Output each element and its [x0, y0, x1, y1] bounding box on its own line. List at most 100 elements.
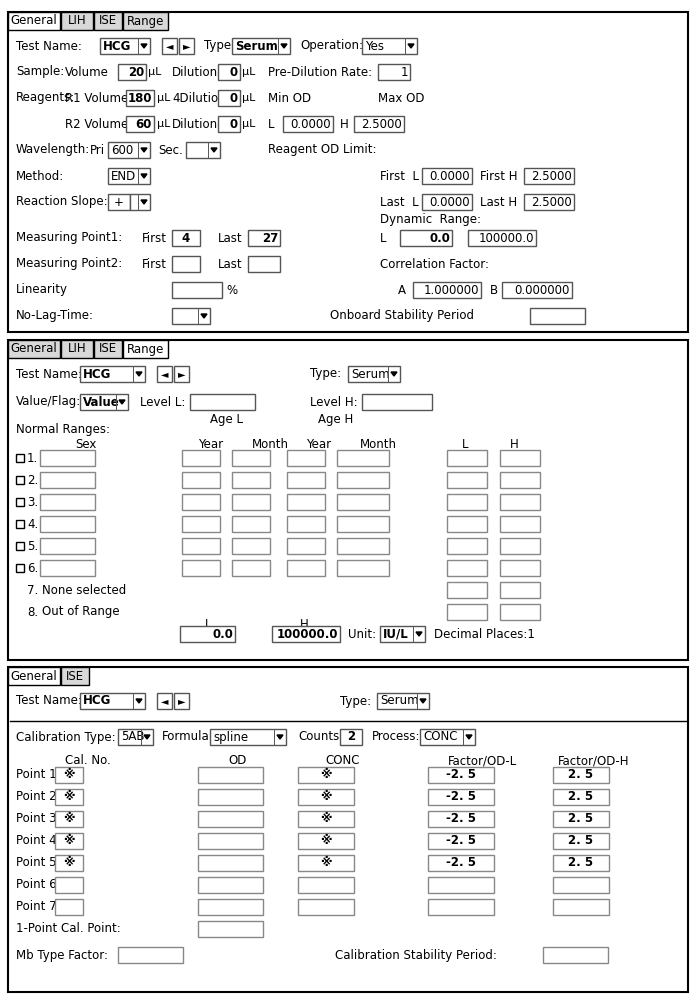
Text: Calibration Type:: Calibration Type:	[16, 730, 116, 744]
Text: Type:: Type:	[310, 367, 341, 380]
Bar	[500, 582, 540, 598]
Text: -2. 5: -2. 5	[446, 812, 476, 826]
Bar	[422, 168, 472, 184]
Bar	[40, 538, 95, 554]
Bar	[55, 899, 83, 915]
Text: 8.: 8.	[27, 605, 38, 618]
Text: Type:: Type:	[340, 694, 371, 708]
Bar	[198, 789, 263, 805]
Text: Counts:: Counts:	[298, 730, 343, 744]
Text: LIH: LIH	[68, 342, 86, 356]
Bar	[16, 476, 24, 484]
Bar	[500, 560, 540, 576]
Text: ※: ※	[320, 768, 332, 782]
Text: Point 3:: Point 3:	[16, 812, 61, 826]
Bar	[553, 811, 609, 827]
Polygon shape	[141, 44, 147, 48]
Text: 1.000000: 1.000000	[423, 284, 479, 296]
Text: μL: μL	[157, 119, 171, 129]
Polygon shape	[141, 148, 147, 152]
Bar	[218, 116, 240, 132]
Bar	[524, 194, 574, 210]
Text: Age L: Age L	[210, 414, 243, 426]
Bar	[198, 811, 263, 827]
Text: CONC: CONC	[325, 754, 360, 768]
Bar	[447, 472, 487, 488]
Text: 2: 2	[347, 730, 355, 744]
Bar	[172, 256, 200, 272]
Bar	[94, 340, 122, 358]
Text: 2.: 2.	[27, 474, 38, 487]
Text: Last: Last	[218, 232, 243, 244]
Text: Reaction Slope:: Reaction Slope:	[16, 196, 108, 209]
Text: Cal. No.: Cal. No.	[65, 754, 111, 768]
Bar	[447, 516, 487, 532]
Text: Normal Ranges:: Normal Ranges:	[16, 424, 110, 436]
Bar	[118, 947, 183, 963]
Bar	[8, 667, 688, 992]
Text: B: B	[490, 284, 498, 296]
Text: -2. 5: -2. 5	[446, 768, 476, 782]
Bar	[157, 693, 172, 709]
Text: Calibration Stability Period:: Calibration Stability Period:	[335, 948, 497, 962]
Text: 6.: 6.	[27, 562, 38, 574]
Text: First: First	[142, 232, 167, 244]
Text: μL: μL	[157, 93, 171, 103]
Text: L: L	[380, 232, 386, 244]
Text: General: General	[10, 342, 57, 356]
Text: Last  L: Last L	[380, 196, 418, 209]
Text: Range: Range	[127, 14, 164, 27]
Text: 4: 4	[182, 232, 190, 244]
Bar	[248, 230, 280, 246]
Polygon shape	[144, 735, 150, 739]
Bar	[298, 789, 354, 805]
Text: Range: Range	[127, 342, 164, 356]
Text: spline: spline	[213, 730, 248, 744]
Bar	[179, 38, 194, 54]
Text: General: General	[10, 670, 57, 682]
Text: Point 5:: Point 5:	[16, 856, 61, 869]
Bar	[378, 64, 410, 80]
Text: ※: ※	[63, 834, 74, 848]
Bar	[8, 12, 688, 332]
Text: 1.: 1.	[27, 452, 38, 464]
Bar	[55, 877, 83, 893]
Text: IU/L: IU/L	[383, 628, 409, 641]
Text: 2. 5: 2. 5	[569, 812, 594, 826]
Text: R2 Volume: R2 Volume	[65, 117, 128, 130]
Text: Sex: Sex	[75, 438, 96, 450]
Bar	[428, 877, 494, 893]
Bar	[400, 230, 452, 246]
Text: Sec.: Sec.	[158, 143, 183, 156]
Bar	[447, 604, 487, 620]
Bar	[94, 12, 122, 30]
Bar	[123, 340, 168, 358]
Text: Dilution: Dilution	[172, 117, 218, 130]
Bar	[500, 604, 540, 620]
Bar	[468, 230, 536, 246]
Text: ISE: ISE	[66, 670, 84, 682]
Text: Min OD: Min OD	[268, 92, 311, 104]
Text: 0.000000: 0.000000	[514, 284, 570, 296]
Polygon shape	[211, 148, 217, 152]
Text: Point 7:: Point 7:	[16, 900, 61, 914]
Text: Reagent OD Limit:: Reagent OD Limit:	[268, 143, 377, 156]
Bar	[8, 12, 60, 30]
Bar	[354, 116, 404, 132]
Text: Test Name:: Test Name:	[16, 367, 82, 380]
Bar	[172, 308, 210, 324]
Text: 2.5000: 2.5000	[361, 117, 402, 130]
Bar	[232, 494, 270, 510]
Text: ※: ※	[63, 768, 74, 782]
Text: -2. 5: -2. 5	[446, 790, 476, 804]
Bar	[123, 12, 168, 30]
Text: General: General	[10, 14, 57, 27]
Polygon shape	[391, 372, 397, 376]
Text: Volume: Volume	[65, 66, 109, 79]
Bar	[428, 855, 494, 871]
Polygon shape	[201, 314, 207, 318]
Polygon shape	[141, 200, 147, 204]
Bar	[108, 142, 150, 158]
Text: Value: Value	[83, 395, 120, 408]
Text: L: L	[268, 117, 274, 130]
